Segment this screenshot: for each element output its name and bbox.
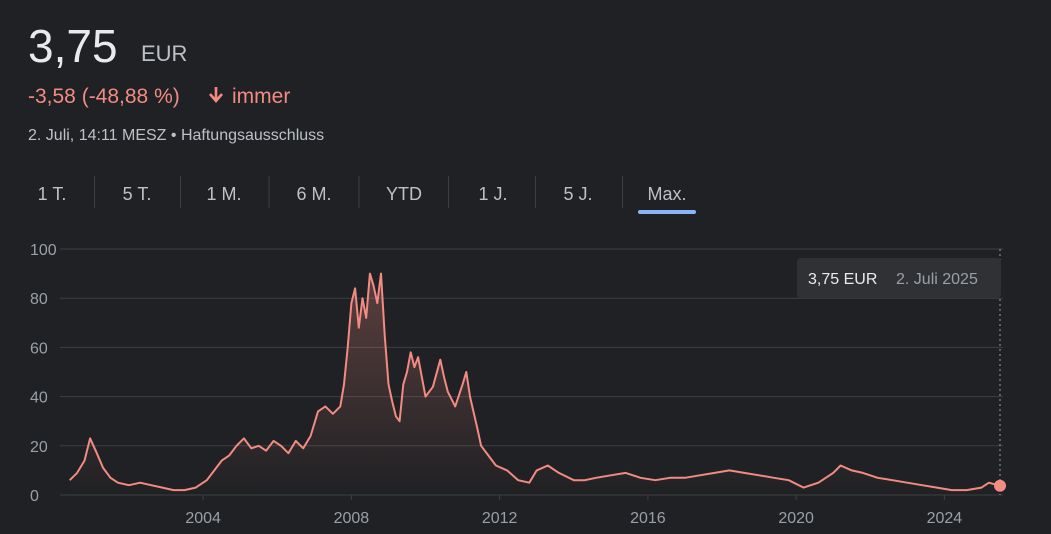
currency: EUR <box>141 41 187 66</box>
x-tick-label: 2012 <box>482 510 518 527</box>
y-tick-label: 60 <box>30 340 48 357</box>
separator: • <box>171 127 177 144</box>
x-tick-label: 2004 <box>185 510 221 527</box>
area <box>69 273 1000 495</box>
range-tab[interactable]: 1 M. <box>206 184 241 204</box>
timestamp: 2. Juli, 14:11 MESZ • Haftungsausschluss <box>28 127 324 144</box>
disclaimer[interactable]: Haftungsausschluss <box>181 127 324 144</box>
range-tabs: 1 T. 5 T. 1 M. 6 M. YTD 1 J. 5 J. Max. <box>38 176 696 214</box>
range-tab[interactable]: 5 T. <box>123 184 152 204</box>
range-tab[interactable]: 6 M. <box>296 184 331 204</box>
change: -3,58 (-48,88 %) <box>28 85 180 108</box>
y-tick-label: 40 <box>30 390 48 407</box>
x-tick-label: 2016 <box>630 510 666 527</box>
tooltip-box <box>797 258 1001 298</box>
y-tick-label: 20 <box>30 439 48 456</box>
y-tick-label: 80 <box>30 291 48 308</box>
x-tick-label: 2008 <box>334 510 370 527</box>
y-tick-label: 100 <box>30 242 57 259</box>
price: 3,75 <box>28 20 118 72</box>
tooltip-date: 2. Juli 2025 <box>896 271 978 288</box>
period: immer <box>232 85 290 108</box>
tab-underline <box>638 210 696 214</box>
range-tab[interactable]: Max. <box>647 184 686 204</box>
range-tab[interactable]: YTD <box>386 184 422 204</box>
x-tick-label: 2024 <box>927 510 963 527</box>
plot: 0 20 40 60 80 100 2004 2008 2012 2016 2020 2024 3,75… <box>30 242 1006 527</box>
time: 2. Juli, 14:11 MESZ <box>28 127 167 144</box>
range-tab[interactable]: 1 T. <box>38 184 67 204</box>
range-tab[interactable]: 5 J. <box>563 184 592 204</box>
price-line <box>68 272 1001 492</box>
range-tab[interactable]: 1 J. <box>478 184 507 204</box>
current-point <box>994 479 1006 492</box>
tooltip-value: 3,75 EUR <box>808 271 877 288</box>
y-tick-label: 0 <box>30 488 39 505</box>
x-tick-label: 2020 <box>778 510 814 527</box>
down-arrow <box>209 87 223 103</box>
